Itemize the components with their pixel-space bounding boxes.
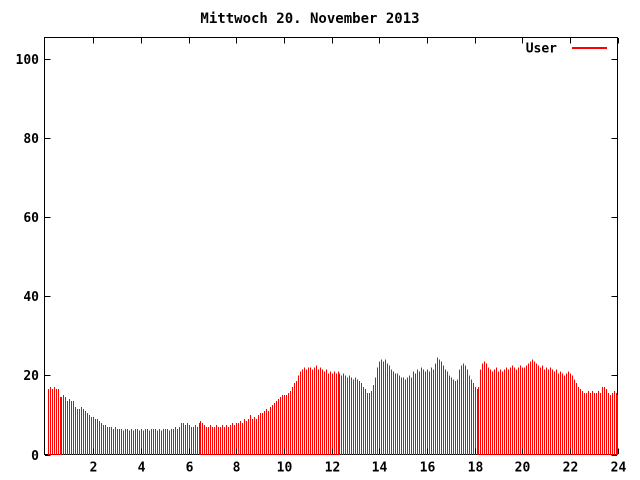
x-tick-label: 12: [325, 461, 341, 476]
y-tick-label: 100: [16, 53, 40, 68]
x-tick-label: 16: [420, 461, 436, 476]
y-axis-labels: 0 20 40 60 80 100: [16, 53, 40, 464]
x-tick-label: 22: [563, 461, 579, 476]
x-tick-label: 24: [611, 461, 627, 476]
chart-title: Mittwoch 20. November 2013: [200, 11, 419, 27]
legend-label: User: [526, 42, 557, 57]
x-tick-label: 6: [186, 461, 194, 476]
x-tick-label: 2: [90, 461, 98, 476]
y-tick-label: 0: [31, 449, 39, 464]
x-axis-labels: 2 4 6 8 10 12 14 16 18 20 22 24: [90, 461, 627, 476]
x-tick-label: 4: [138, 461, 146, 476]
y-tick-label: 60: [23, 211, 39, 226]
y-tick-label: 20: [23, 369, 39, 384]
x-tick-label: 18: [468, 461, 484, 476]
y-tick-label: 80: [23, 132, 39, 147]
x-tick-label: 8: [233, 461, 241, 476]
axis-ticks: [45, 38, 619, 456]
x-tick-label: 20: [515, 461, 531, 476]
data-bars: [48, 357, 618, 455]
y-tick-label: 40: [23, 290, 39, 305]
x-tick-label: 14: [372, 461, 388, 476]
x-tick-label: 10: [277, 461, 293, 476]
